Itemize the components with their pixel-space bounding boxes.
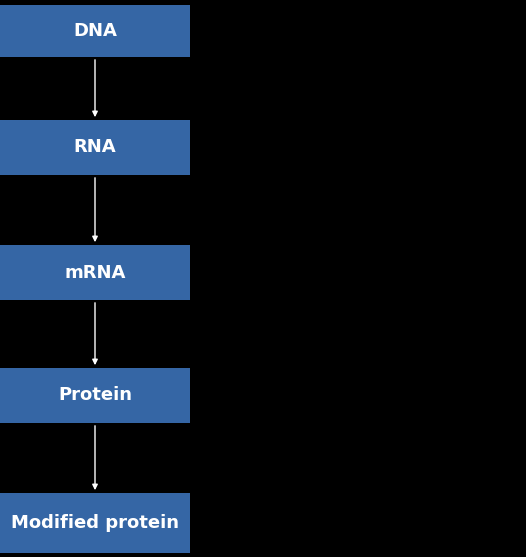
Text: Modified protein: Modified protein (11, 514, 179, 532)
Text: mRNA: mRNA (64, 263, 126, 281)
FancyBboxPatch shape (0, 245, 190, 300)
Text: RNA: RNA (74, 139, 116, 157)
Text: Protein: Protein (58, 387, 132, 404)
FancyBboxPatch shape (0, 493, 190, 553)
Text: DNA: DNA (73, 22, 117, 40)
FancyBboxPatch shape (0, 120, 190, 175)
FancyBboxPatch shape (0, 5, 190, 57)
FancyBboxPatch shape (0, 368, 190, 423)
